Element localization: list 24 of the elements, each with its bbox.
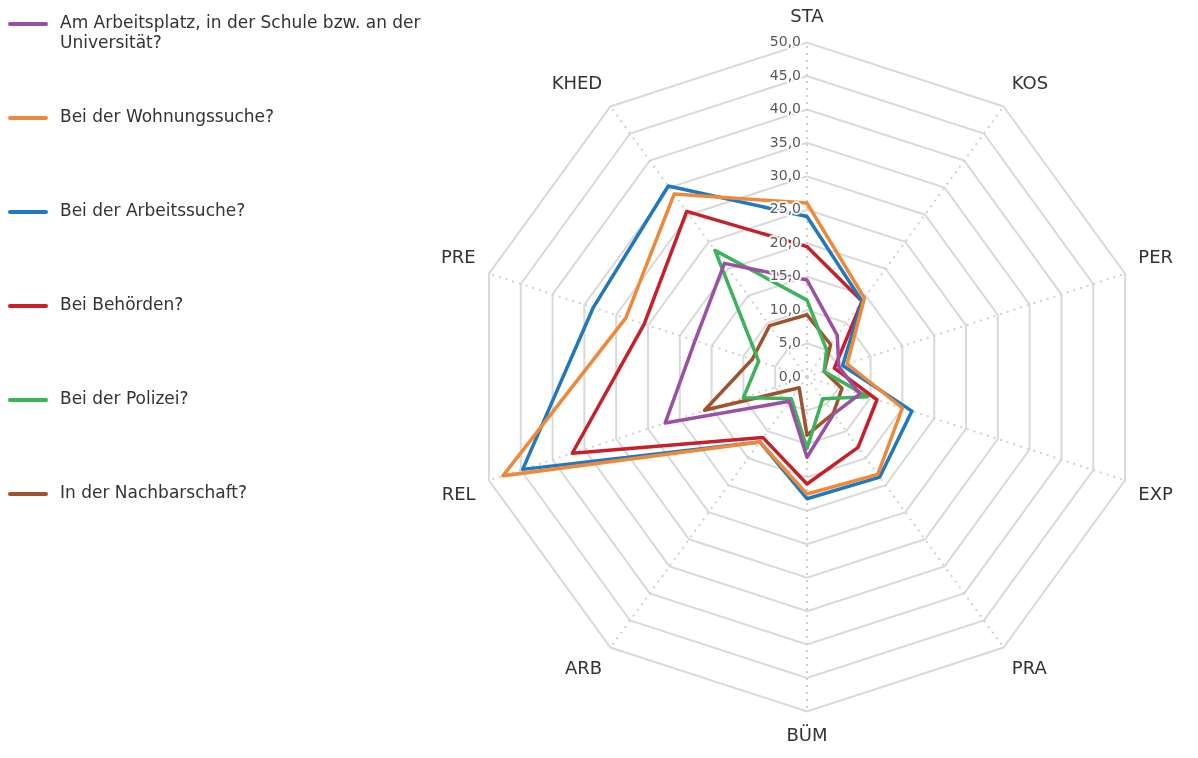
y-tick-label: 35,0 [769,133,801,150]
spoke-label: EXP [1138,483,1174,505]
legend-label: Bei der Polizei? [60,388,189,408]
y-tick-label: 0,0 [778,367,801,384]
spoke-label: KHED [551,72,603,94]
spoke-label: PRE [440,246,476,268]
y-tick-label: 50,0 [769,33,801,50]
legend-label: Bei der Wohnungssuche? [60,106,275,126]
spoke-label: REL [441,483,476,505]
spoke-label: STA [790,5,825,27]
y-tick-label: 5,0 [778,334,801,351]
legend-label: Am Arbeitsplatz, in der Schule bzw. an der Universität? [60,12,422,52]
legend-label: Bei der Arbeitssuche? [60,200,246,220]
y-tick-label: 10,0 [769,300,801,317]
spoke-label: ARB [565,657,603,679]
y-tick-label: 40,0 [769,100,801,117]
spoke-label: PRA [1011,657,1048,679]
y-tick-label: 45,0 [769,66,801,83]
spoke-label: BÜM [786,723,828,745]
legend-label: Bei Behörden? [60,294,184,314]
spoke-label: PER [1138,246,1174,268]
legend-label: In der Nachbarschaft? [60,482,248,502]
spoke-label: KOS [1011,72,1049,94]
y-tick-label: 30,0 [769,167,801,183]
